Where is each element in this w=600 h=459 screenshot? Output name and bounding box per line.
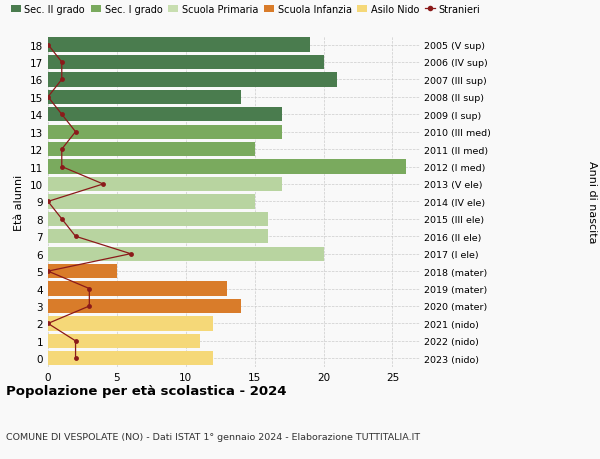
Bar: [48, 230, 268, 244]
Bar: [48, 56, 323, 70]
Bar: [48, 317, 214, 331]
Text: Anni di nascita: Anni di nascita: [587, 161, 597, 243]
Text: Popolazione per età scolastica - 2024: Popolazione per età scolastica - 2024: [6, 384, 287, 397]
Legend: Sec. II grado, Sec. I grado, Scuola Primaria, Scuola Infanzia, Asilo Nido, Stran: Sec. II grado, Sec. I grado, Scuola Prim…: [11, 5, 481, 15]
Bar: [48, 178, 282, 192]
Bar: [48, 108, 282, 122]
Bar: [48, 143, 254, 157]
Bar: [48, 160, 406, 174]
Bar: [48, 247, 323, 261]
Bar: [48, 195, 254, 209]
Bar: [48, 212, 268, 226]
Bar: [48, 282, 227, 296]
Bar: [48, 90, 241, 105]
Bar: [48, 264, 117, 279]
Bar: [48, 73, 337, 87]
Bar: [48, 38, 310, 52]
Text: COMUNE DI VESPOLATE (NO) - Dati ISTAT 1° gennaio 2024 - Elaborazione TUTTITALIA.: COMUNE DI VESPOLATE (NO) - Dati ISTAT 1°…: [6, 431, 420, 441]
Bar: [48, 125, 282, 140]
Bar: [48, 352, 214, 366]
Bar: [48, 299, 241, 313]
Y-axis label: Età alunni: Età alunni: [14, 174, 25, 230]
Bar: [48, 334, 200, 348]
